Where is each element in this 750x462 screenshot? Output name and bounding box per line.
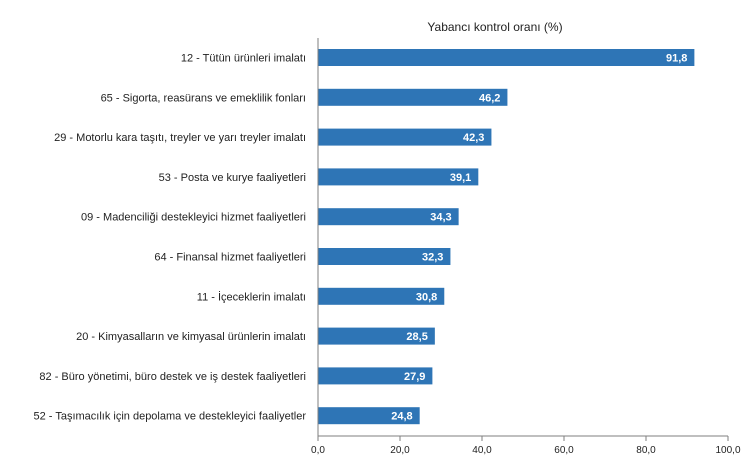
bar [318, 128, 492, 146]
bar-value-label: 39,1 [450, 172, 471, 184]
chart-title: Yabancı kontrol oranı (%) [427, 20, 562, 34]
x-axis: 0,0 20,0 40,0 60,0 80,0 100,0 [311, 38, 741, 456]
category-label: 52 - Taşımacılık için depolama ve destek… [34, 411, 307, 423]
bar [318, 407, 420, 425]
x-tick-label: 0,0 [311, 445, 325, 456]
x-tick-label: 80,0 [636, 445, 656, 456]
bar-value-label: 32,3 [422, 252, 443, 264]
bar-value-label: 28,5 [406, 331, 427, 343]
category-label: 53 - Posta ve kurye faaliyetleri [159, 172, 306, 184]
bar-value-label: 30,8 [416, 291, 437, 303]
bar-value-label: 24,8 [391, 411, 412, 423]
bar [318, 287, 445, 305]
bars-layer: 12 - Tütün ürünleri imalatı 91,8 65 - Sigo… [34, 49, 695, 425]
bar [318, 168, 479, 186]
x-tick-label: 100,0 [715, 445, 740, 456]
bar-value-label: 42,3 [463, 132, 484, 144]
bar [318, 327, 435, 345]
bar [318, 208, 459, 226]
x-tick-label: 40,0 [472, 445, 492, 456]
bar-value-label: 46,2 [479, 92, 500, 104]
category-label: 09 - Madenciliği destekleyici hizmet faa… [81, 212, 306, 224]
category-label: 20 - Kimyasalların ve kimyasal ürünlerin… [76, 331, 306, 343]
bar [318, 88, 508, 106]
x-tick-label: 60,0 [554, 445, 574, 456]
bar-value-label: 91,8 [666, 53, 687, 65]
bar-value-label: 34,3 [430, 212, 451, 224]
x-tick-label: 20,0 [390, 445, 410, 456]
category-label: 65 - Sigorta, reasürans ve emeklilik fon… [101, 92, 306, 104]
category-label: 12 - Tütün ürünleri imalatı [181, 53, 306, 65]
bar-value-label: 27,9 [404, 371, 425, 383]
category-label: 82 - Büro yönetimi, büro destek ve iş de… [39, 371, 306, 383]
category-label: 29 - Motorlu kara taşıtı, treyler ve yar… [54, 132, 306, 144]
bar [318, 49, 695, 66]
category-label: 11 - İçeceklerin imalatı [197, 290, 306, 303]
bar [318, 367, 433, 385]
bar [318, 248, 451, 265]
category-label: 64 - Finansal hizmet faaliyetleri [154, 252, 306, 264]
